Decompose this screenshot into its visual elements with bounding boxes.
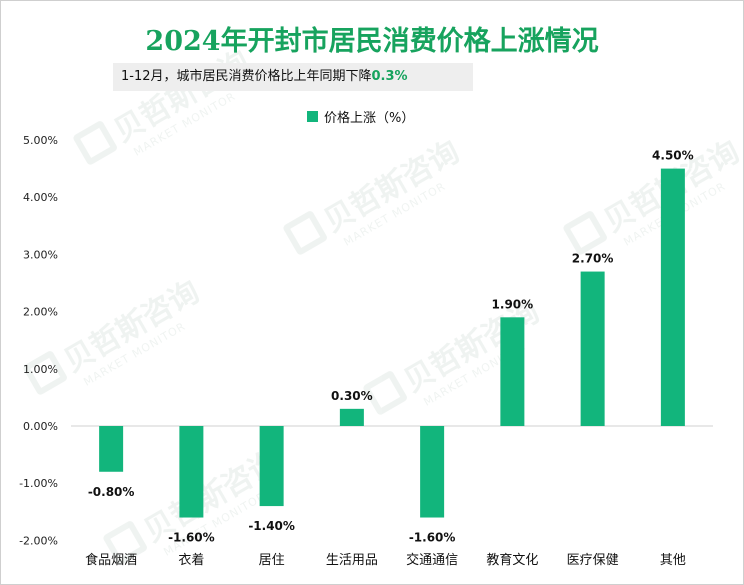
y-tick-label: 1.00% [23,363,58,376]
y-tick-label: 4.00% [23,191,58,204]
y-tick-label: -2.00% [19,534,58,547]
data-label: -1.60% [409,531,456,545]
legend: 价格上涨（%） [307,107,415,126]
bar [420,426,445,518]
x-tick-label: 交通通信 [406,552,458,568]
subtitle-text: 1-12月，城市居民消费价格比上年同期下降 [121,69,372,84]
x-tick-label: 食品烟酒 [85,552,137,568]
data-label: -1.40% [248,519,295,533]
y-tick-label: 0.00% [23,420,58,433]
x-tick-label: 生活用品 [326,553,378,568]
data-label: 2.70% [572,252,614,266]
bar [99,426,124,472]
bar [660,168,685,426]
y-tick-label: 5.00% [23,134,58,147]
x-tick-label: 其他 [660,553,686,568]
y-tick-label: 2.00% [23,306,58,319]
bar [500,317,525,426]
data-label: 1.90% [492,297,534,311]
subtitle-highlight: 0.3% [371,69,408,84]
x-tick-label: 医疗保健 [567,553,619,568]
bar [580,271,605,426]
y-tick-label: 3.00% [23,248,58,261]
data-label: 4.50% [652,149,694,163]
x-tick-label: 衣着 [178,552,204,568]
data-label: -0.80% [88,485,135,499]
bar [259,426,284,507]
y-tick-label: -1.00% [19,477,58,490]
legend-label: 价格上涨（%） [324,110,415,126]
data-label: -1.60% [168,531,215,545]
bar [339,408,364,426]
chart-title: 2024年开封市居民消费价格上涨情况 [145,26,599,57]
chart-subtitle: 1-12月，城市居民消费价格比上年同期下降0.3% [113,63,473,91]
legend-swatch [307,110,318,122]
bar [179,426,204,518]
x-tick-label: 教育文化 [486,552,538,568]
x-tick-label: 居住 [259,553,285,568]
data-label: 0.30% [331,389,373,403]
